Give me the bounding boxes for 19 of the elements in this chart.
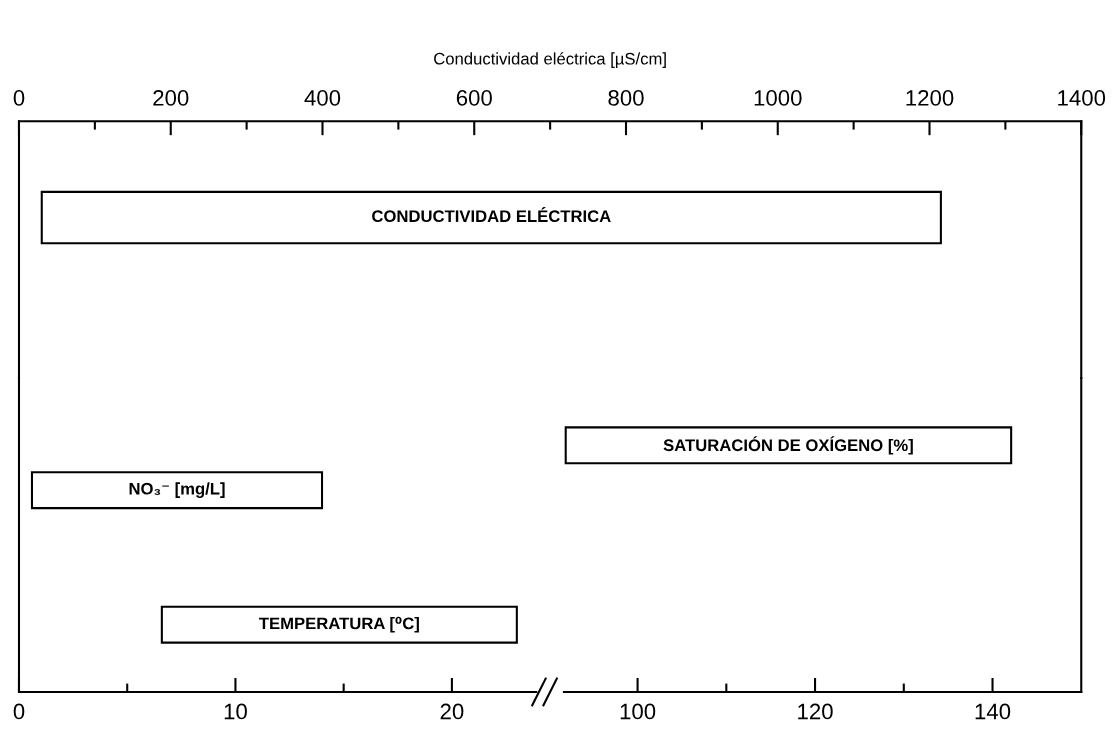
x-tick-label: 20	[440, 703, 464, 720]
x-tick-label: 120	[798, 703, 833, 720]
x-tick-label: 140	[975, 703, 1011, 720]
x-tick-label: 1200	[906, 90, 954, 106]
x-tick-label: 0	[13, 703, 25, 720]
x-tick-label: 1400	[1058, 90, 1106, 106]
x-tick-label: 100	[620, 703, 656, 720]
x-tick-label: 0	[13, 90, 25, 106]
x-tick-label: 600	[456, 90, 492, 106]
x-axis-title: Conductividad eléctrica [µS/cm]	[434, 52, 666, 68]
y-tick-label: CONDUCTIVIDAD ELÉCTRICA	[372, 207, 611, 223]
y-tick-label: TEMPERATURA [⁰C]	[259, 616, 419, 633]
y-tick-label: SATURACIÓN DE OXÍGENO [%]	[663, 436, 913, 455]
x-tick-label: 800	[608, 90, 644, 106]
x-tick-label: 400	[304, 90, 341, 106]
x-tick-label: 200	[153, 90, 189, 106]
x-tick-label: 10	[224, 703, 247, 720]
y-tick-label: NO₃⁻ [mg/L]	[129, 482, 225, 498]
x-tick-label: 1000	[754, 90, 802, 106]
